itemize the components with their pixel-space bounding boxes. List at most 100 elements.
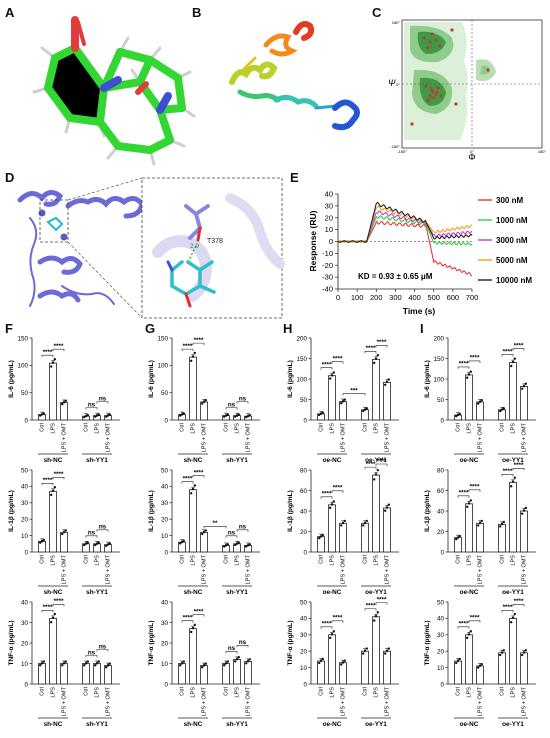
y-tick-label: 10 <box>161 533 169 540</box>
y-tick-label: 30 <box>21 620 29 627</box>
data-point <box>64 529 68 532</box>
data-point <box>522 509 526 512</box>
y-tick-label: 60 <box>300 488 308 495</box>
y-tick-label: 20 <box>21 517 29 524</box>
y-tick-label: 20 <box>161 640 169 647</box>
data-point <box>204 529 207 532</box>
x-category-label: LPS <box>511 555 517 566</box>
sig-label: **** <box>503 468 513 475</box>
data-point <box>97 660 101 663</box>
sig-label: **** <box>322 362 332 369</box>
data-point <box>521 512 524 515</box>
x-category-label: Ctrl <box>319 423 325 432</box>
bar <box>339 662 347 685</box>
data-point <box>246 414 250 418</box>
data-point <box>50 365 53 368</box>
rama-tick-0: 0° <box>396 82 400 87</box>
e-y-tick-label: -30 <box>322 273 333 282</box>
y-tick-label: 40 <box>437 508 445 515</box>
x-category-label: LPS + OMT <box>106 554 112 584</box>
sig-label: **** <box>470 355 480 362</box>
data-point <box>387 378 390 381</box>
data-point <box>39 414 42 417</box>
data-point <box>182 539 185 543</box>
group-label: oe-YY1 <box>502 721 524 728</box>
x-category-label: LPS + OMT <box>478 554 484 584</box>
data-point <box>223 545 226 548</box>
x-category-label: LPS <box>51 423 57 434</box>
x-category-label: LPS + OMT <box>246 686 252 716</box>
y-tick-label: 60 <box>437 488 445 495</box>
e-legend-label: 10000 nM <box>496 276 532 285</box>
data-point <box>50 493 53 497</box>
group-label: sh-YY1 <box>86 721 108 728</box>
bar <box>509 481 517 553</box>
data-point <box>332 630 335 633</box>
data-point <box>223 664 226 667</box>
bar <box>93 663 101 685</box>
bar <box>189 628 197 685</box>
data-point <box>511 360 515 364</box>
bar <box>509 362 517 421</box>
x-category-label: LPS <box>191 687 197 698</box>
group-label: oe-NC <box>323 589 342 596</box>
molecule-structure <box>32 16 196 166</box>
group-label: sh-YY1 <box>86 457 108 464</box>
sig-bracket <box>96 649 109 652</box>
panel-label-d: D <box>5 170 14 185</box>
sig-bracket <box>41 610 54 613</box>
x-category-label: Ctrl <box>500 555 506 564</box>
e-legend-label: 5000 nM <box>496 256 528 265</box>
data-point <box>363 521 367 525</box>
e-x-tick-label: 0 <box>336 293 340 302</box>
docking-zoom-panel: T378 2.9 <box>141 177 285 319</box>
data-point <box>513 357 516 360</box>
bar <box>465 503 473 553</box>
x-category-label: LPS + OMT <box>246 554 252 584</box>
panel-label-c: C <box>372 5 382 20</box>
sig-bracket <box>468 620 481 623</box>
data-point <box>97 413 101 416</box>
data-point <box>51 489 55 492</box>
bar-plot: 0 50 100 150 IL-6 (pg/mL) Ctrl LPS LPS + OMT Ctr… <box>148 335 260 464</box>
y-tick-label: 50 <box>161 467 169 474</box>
data-point <box>510 485 513 488</box>
panel-label-a: A <box>5 5 15 20</box>
y-tick-label: 0 <box>440 417 444 424</box>
y-tick-label: 40 <box>437 616 445 623</box>
data-point <box>40 662 44 665</box>
bar-plot: 0 10 20 30 40 50 IL-1β (pg/mL) Ctrl LPS LPS + OMT… <box>8 467 120 596</box>
y-axis-label: IL-6 (pg/mL) <box>424 360 431 398</box>
data-point <box>237 656 240 659</box>
data-point <box>329 377 332 380</box>
rama-xtick-right: 180° <box>538 149 547 154</box>
sig-label: **** <box>54 598 64 605</box>
sig-label: *** <box>350 387 358 394</box>
e-x-tick-label: 700 <box>466 293 479 302</box>
bar <box>339 522 347 553</box>
sig-bracket <box>320 626 333 629</box>
data-point <box>94 543 97 547</box>
data-point <box>61 664 64 667</box>
data-point <box>235 414 239 417</box>
data-point <box>477 524 480 527</box>
y-tick-label: 30 <box>21 500 29 507</box>
sig-bracket <box>320 367 333 370</box>
sig-label: **** <box>503 348 513 355</box>
bar <box>244 661 252 685</box>
data-point <box>180 413 184 416</box>
bar <box>189 489 197 553</box>
hbond-distance-label: 2.9 <box>190 243 199 250</box>
bar-plot: 0 10 20 30 40 50 TNF-α (pg/mL) Ctrl LPS LPS + OMT… <box>287 597 399 728</box>
data-point <box>455 414 458 418</box>
sig-bracket <box>41 354 54 358</box>
data-point <box>234 543 237 547</box>
data-point <box>362 524 365 527</box>
data-point <box>318 413 321 417</box>
sig-bracket <box>225 535 238 538</box>
sig-label: ns <box>88 401 96 408</box>
sig-bracket <box>331 490 344 493</box>
x-category-label: LPS + OMT <box>385 686 391 716</box>
